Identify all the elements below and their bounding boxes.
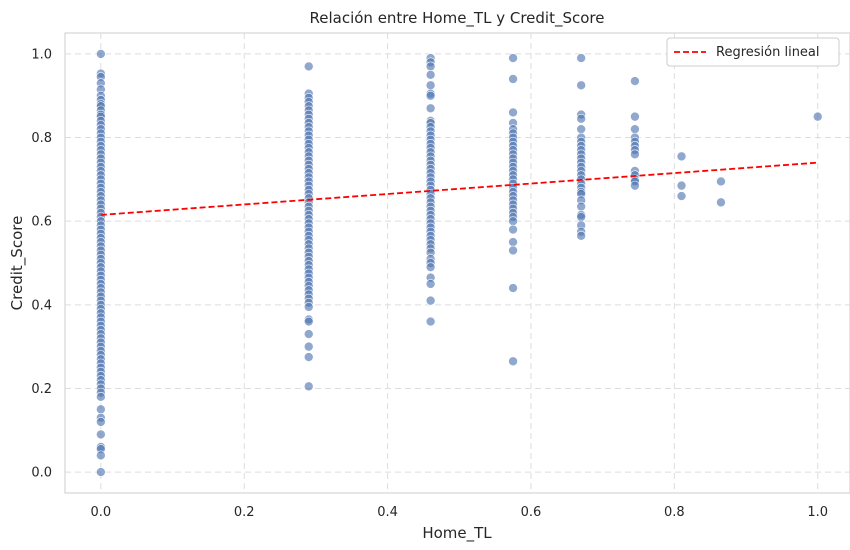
data-point — [676, 180, 687, 191]
data-point — [508, 74, 518, 84]
data-point — [716, 176, 726, 187]
data-point — [508, 216, 518, 226]
data-point — [576, 80, 586, 91]
data-point — [303, 302, 314, 312]
x-tick-label: 0.6 — [521, 505, 542, 520]
data-point — [576, 124, 586, 134]
x-tick-label: 1.0 — [807, 505, 828, 520]
data-point — [425, 70, 436, 80]
data-point — [96, 49, 106, 59]
data-point — [508, 107, 518, 118]
data-point — [425, 80, 436, 91]
x-tick-label: 0.2 — [234, 505, 255, 520]
data-point — [425, 295, 436, 306]
data-point — [508, 245, 518, 256]
data-point — [630, 149, 640, 160]
x-axis-label: Home_TL — [422, 524, 492, 543]
data-point — [576, 53, 586, 63]
data-point — [630, 180, 640, 191]
chart-title: Relación entre Home_TL y Credit_Score — [309, 9, 604, 28]
data-point — [425, 103, 436, 114]
y-tick-label: 0.4 — [31, 298, 52, 313]
data-point — [676, 151, 687, 162]
data-point — [508, 237, 518, 247]
data-point — [96, 392, 106, 402]
data-point — [508, 224, 518, 235]
legend: Regresión lineal — [666, 37, 840, 67]
data-point — [96, 404, 106, 415]
data-point — [425, 61, 436, 72]
data-point — [630, 76, 640, 86]
data-point — [303, 61, 314, 72]
data-point — [576, 201, 586, 212]
y-tick-label: 0.2 — [31, 382, 52, 397]
data-point — [96, 467, 106, 477]
legend-box — [666, 37, 840, 67]
tick-labels: 0.0 0.2 0.4 0.6 0.8 1.0 0.0 0.2 0.4 0.6 0.8 1.0 — [31, 47, 828, 520]
plot-area — [64, 32, 850, 494]
data-point — [96, 450, 106, 461]
data-point — [630, 111, 640, 122]
data-point — [425, 90, 436, 101]
y-tick-label: 1.0 — [31, 47, 52, 62]
data-point — [303, 316, 314, 327]
regression-line — [100, 161, 818, 216]
y-tick-label: 0.6 — [31, 215, 52, 230]
y-tick-label: 0.0 — [31, 466, 52, 481]
data-point — [96, 417, 106, 427]
x-tick-label: 0.4 — [377, 505, 398, 520]
data-point — [576, 113, 586, 124]
legend-regression-label: Regresión lineal — [716, 45, 820, 60]
scatter-points — [96, 49, 823, 477]
y-tick-label: 0.8 — [31, 131, 52, 146]
data-point — [425, 279, 436, 289]
regression-line-group — [100, 161, 818, 216]
data-point — [508, 356, 518, 367]
data-point — [425, 262, 436, 272]
data-point — [812, 111, 823, 122]
data-point — [303, 341, 314, 352]
data-point — [303, 352, 314, 362]
data-point — [716, 197, 726, 208]
data-point — [676, 191, 687, 201]
data-point — [303, 381, 314, 392]
y-axis-label: Credit_Score — [8, 216, 27, 311]
data-point — [630, 124, 640, 134]
x-tick-label: 0.8 — [664, 505, 685, 520]
data-point — [425, 316, 436, 327]
data-point — [576, 231, 586, 241]
data-point — [303, 329, 314, 339]
data-point — [508, 53, 518, 63]
data-point — [96, 429, 106, 440]
x-tick-label: 0.0 — [91, 505, 112, 520]
data-point — [576, 212, 586, 222]
data-point — [508, 283, 518, 293]
